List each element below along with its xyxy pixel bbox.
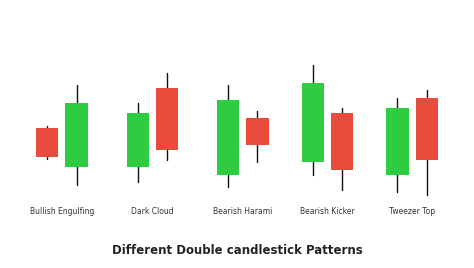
Bar: [246, 118, 268, 145]
Bar: [302, 83, 324, 162]
Text: Bearish Harami: Bearish Harami: [213, 207, 273, 216]
Bar: [156, 88, 178, 150]
Bar: [36, 128, 58, 158]
Bar: [65, 103, 88, 168]
Bar: [217, 100, 239, 175]
Text: Bearish Kicker: Bearish Kicker: [300, 207, 355, 216]
Text: Different Double candlestick Patterns: Different Double candlestick Patterns: [111, 244, 363, 257]
Text: Tweezer Top: Tweezer Top: [389, 207, 435, 216]
Text: Dark Cloud: Dark Cloud: [131, 207, 174, 216]
Bar: [331, 113, 353, 170]
Text: Bullish Engulfing: Bullish Engulfing: [30, 207, 94, 216]
Bar: [127, 113, 149, 168]
Bar: [416, 98, 438, 160]
Bar: [386, 108, 409, 175]
